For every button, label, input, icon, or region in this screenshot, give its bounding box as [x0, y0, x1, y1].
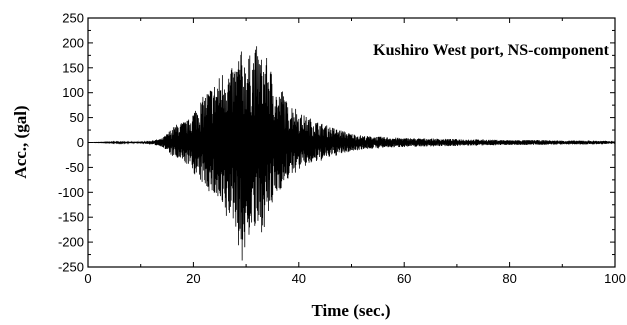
- y-tick-label: 100: [62, 85, 84, 100]
- x-tick-label: 80: [502, 271, 516, 286]
- y-tick-label: 250: [62, 11, 84, 26]
- x-tick-labels: 0 20 40 60 80 100: [84, 271, 625, 286]
- y-tick-label: -250: [58, 260, 84, 275]
- x-axis-title: Time (sec.): [312, 301, 391, 320]
- y-axis-title: Acc., (gal): [11, 105, 30, 178]
- x-tick-label: 0: [84, 271, 91, 286]
- y-tick-label: -100: [58, 185, 84, 200]
- y-tick-label: -150: [58, 210, 84, 225]
- acceleration-trace: [88, 46, 616, 261]
- y-tick-label: -200: [58, 235, 84, 250]
- y-tick-label: 150: [62, 60, 84, 75]
- y-tick-label: 200: [62, 35, 84, 50]
- x-tick-label: 60: [397, 271, 411, 286]
- x-tick-label: 40: [292, 271, 306, 286]
- x-tick-label: 20: [186, 271, 200, 286]
- chart-annotation: Kushiro West port, NS-component: [373, 42, 610, 59]
- y-tick-label: 50: [70, 110, 84, 125]
- y-tick-label: 0: [77, 135, 84, 150]
- y-tick-labels: 250 200 150 100 50 0 -50 -100 -150 -200 -250: [58, 11, 84, 275]
- x-tick-label: 100: [604, 271, 626, 286]
- y-tick-label: -50: [65, 160, 84, 175]
- acceleration-series-line: [88, 46, 616, 261]
